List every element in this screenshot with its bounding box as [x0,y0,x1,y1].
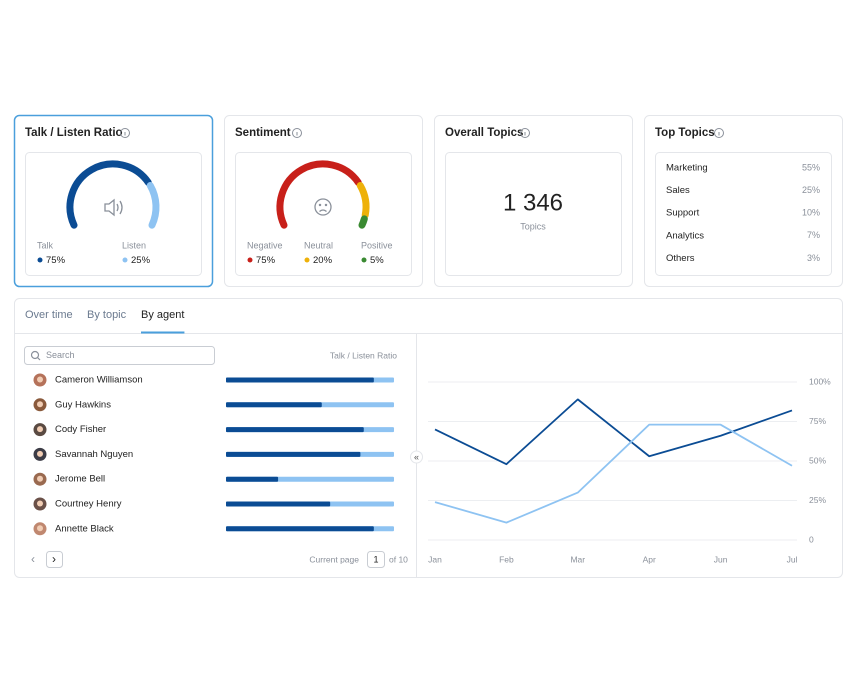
avatar-face [37,500,43,507]
gauge-segment [358,215,368,229]
legend-value: 20% [313,255,333,266]
topic-value: 25% [802,185,820,195]
talk-bar [226,377,374,383]
page-input[interactable] [367,551,385,568]
legend-dot [247,257,253,263]
legend-label: Negative [247,240,283,250]
avatar-face [37,450,43,457]
next-arrow: › [52,552,56,566]
legend-value: 75% [46,255,66,266]
next-button[interactable] [46,551,63,568]
column-title: Talk / Listen Ratio [330,350,397,360]
x-tick-label: Apr [643,554,656,564]
x-tick-label: Mar [570,554,585,564]
legend-label: Neutral [304,240,333,250]
x-tick-label: Jul [787,554,798,564]
topic-value: 10% [802,208,820,218]
legend-value: 25% [131,255,151,266]
topic-name: Marketing [666,163,708,174]
topic-name: Analytics [666,230,704,241]
inner-box [445,152,622,276]
talk-bar [226,451,361,457]
x-tick-label: Feb [499,554,514,564]
big-number-label: Topics [520,221,546,231]
legend-dot [37,257,43,263]
info-icons[interactable] [120,128,724,138]
card-title: Top Topics [655,127,715,139]
y-tick-label: 100% [809,376,831,386]
collapse-button[interactable] [410,450,423,464]
agent-name: Guy Hawkins [55,399,111,410]
inner-box [655,152,832,276]
tab[interactable]: By agent [141,309,184,321]
legend-dot [122,257,128,263]
speaker-icon [104,198,123,217]
topic-name: Sales [666,185,690,196]
legend-label: Listen [122,240,146,250]
talk-bar [226,501,331,507]
agent-name: Annette Black [55,523,114,534]
agent-name: Savannah Nguyen [55,449,133,460]
tab-underline [141,331,185,334]
collapse-icon: « [414,452,419,462]
topic-value: 3% [807,253,820,263]
gauge-segment [146,182,160,229]
talk-bar [226,427,364,433]
topic-name: Support [666,208,700,219]
big-number: 1 346 [503,189,563,216]
search-box[interactable] [24,346,215,365]
page-total: of 10 [389,554,408,564]
agent-name: Jerome Bell [55,474,105,485]
agent-name: Cameron Williamson [55,375,143,386]
talk-bar [226,526,374,532]
y-tick-label: 75% [809,416,826,426]
prev-button[interactable]: ‹ [31,552,35,566]
search-placeholder: Search [46,350,75,360]
talk-bar [226,402,322,408]
legend-value: 75% [256,255,276,266]
card-title: Overall Topics [445,127,523,139]
topic-value: 55% [802,162,820,172]
agent-name: Cody Fisher [55,424,106,435]
gauge-segment [66,160,152,229]
sad-face-icon [314,198,332,216]
legend-dot [361,257,367,263]
avatar-face [37,475,43,482]
talk-bar [226,476,279,482]
avatar-face [37,426,43,433]
legend-label: Talk [37,240,54,250]
gauge-segment [356,182,370,219]
legend-dot [304,257,310,263]
y-tick-label: 0 [809,534,814,544]
x-tick-label: Jun [714,554,728,564]
page-number: 1 [373,554,378,564]
x-tick-label: Jan [428,554,442,564]
panel [14,298,843,578]
legend-label: Positive [361,240,393,250]
avatar-face [37,401,43,408]
gauge-segment [276,160,362,229]
line-series [434,423,793,524]
pagination-label: Current page [309,554,359,564]
avatar-face [37,525,43,532]
legend-value: 5% [370,255,384,266]
avatar-face [37,376,43,383]
y-tick-label: 50% [809,455,826,465]
y-tick-label: 25% [809,495,826,505]
tab[interactable]: By topic [87,309,127,321]
topic-value: 7% [807,230,820,240]
search-icon [30,350,41,361]
card-title: Sentiment [235,127,291,139]
inner-box [235,152,412,276]
card-title: Talk / Listen Ratio [25,127,123,139]
tab[interactable]: Over time [25,309,73,321]
agent-name: Courtney Henry [55,499,122,510]
topic-name: Others [666,253,695,264]
